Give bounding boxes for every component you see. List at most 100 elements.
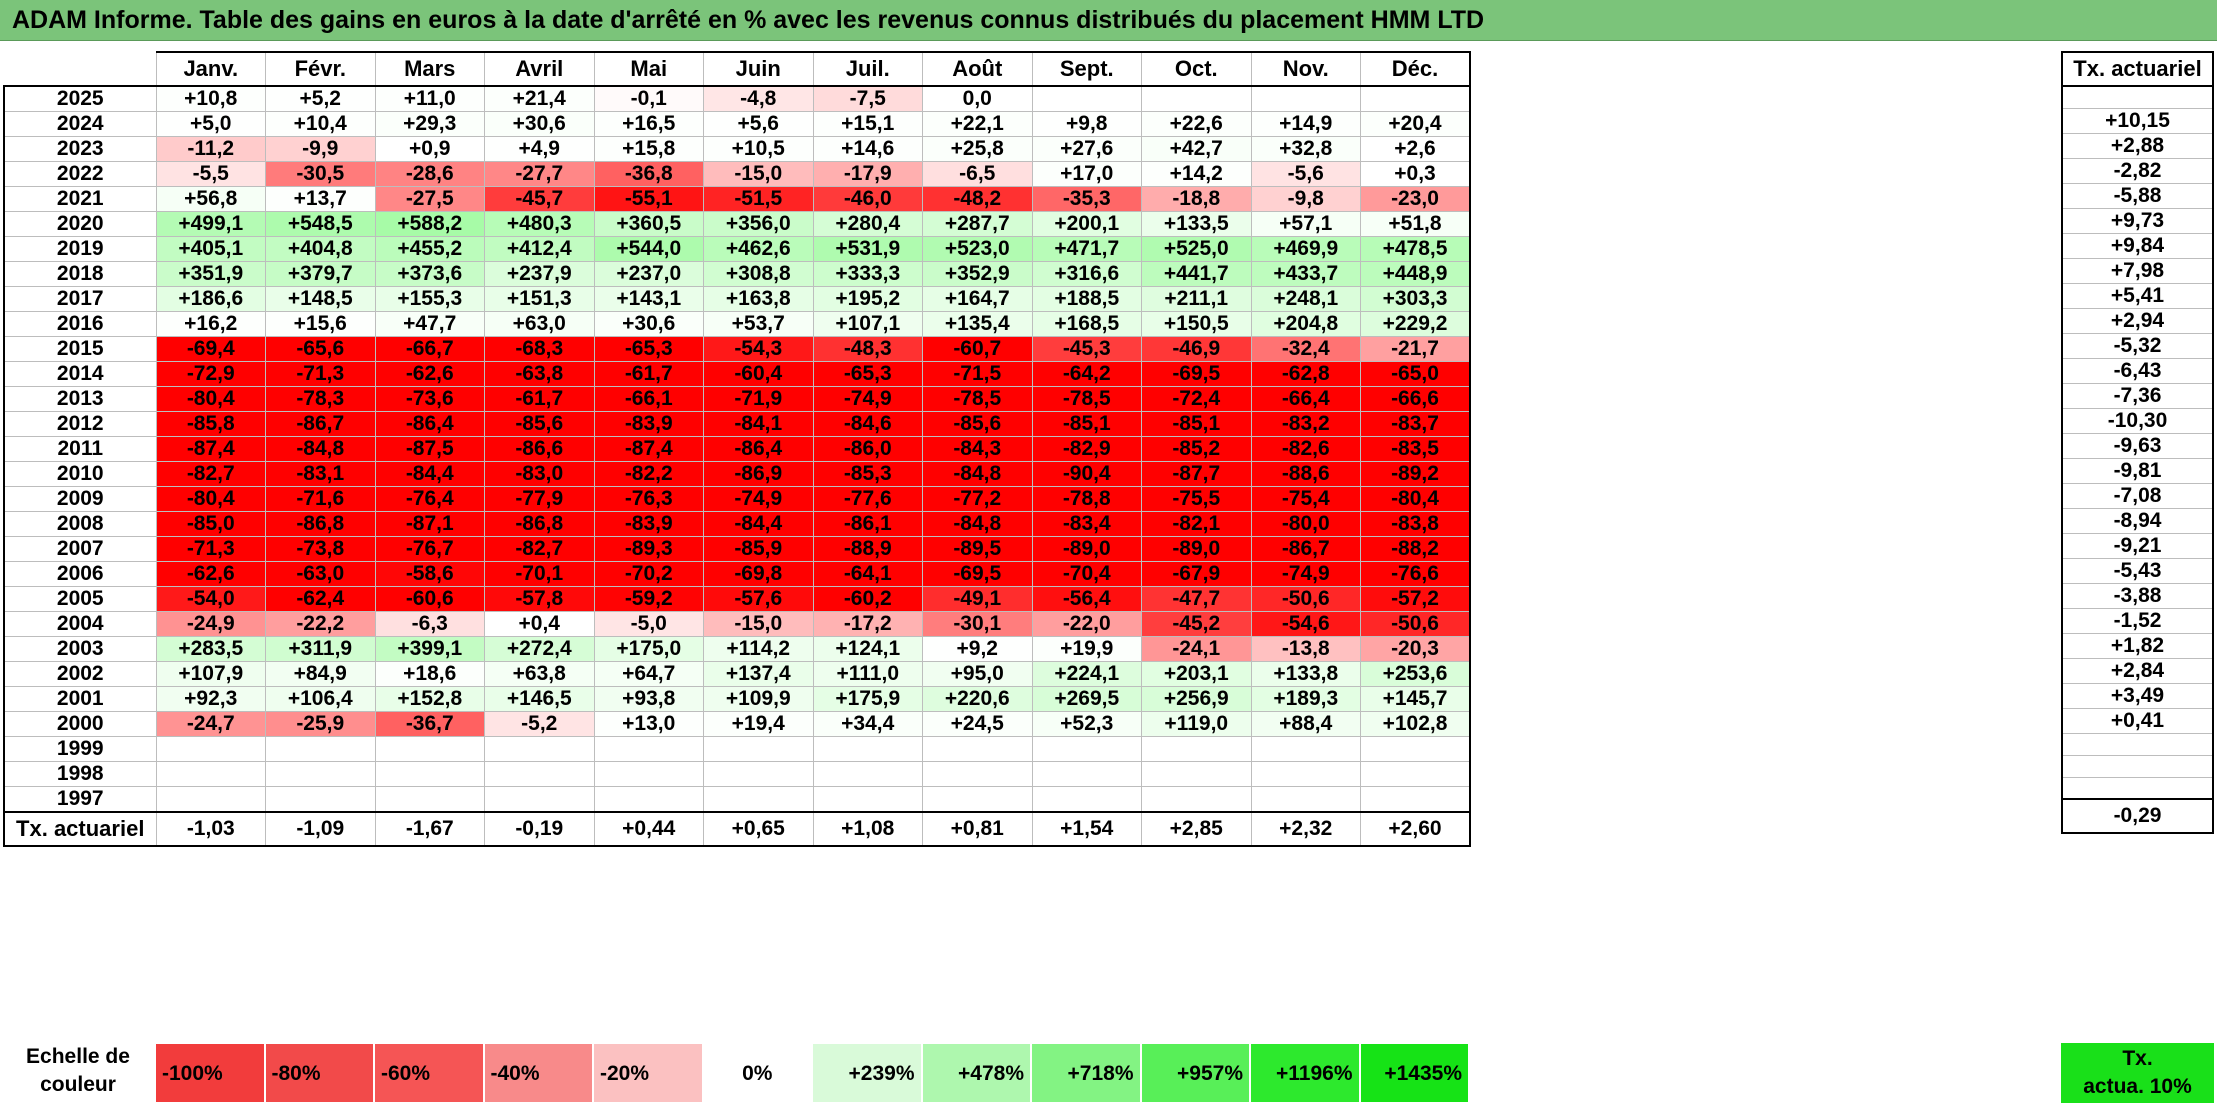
return-cell: -21,7	[1360, 336, 1471, 362]
return-cell: +64,7	[593, 661, 704, 687]
return-cell	[1250, 85, 1361, 112]
annual-rate-cell: -5,88	[2061, 182, 2214, 209]
return-cell: +455,2	[374, 236, 485, 262]
year-label: 2022	[3, 161, 157, 187]
return-cell: -82,7	[155, 461, 266, 487]
return-cell: -68,3	[484, 336, 595, 362]
monthly-rate-cell: -1,09	[265, 811, 376, 847]
return-cell: -65,3	[593, 336, 704, 362]
return-cell: -84,8	[922, 511, 1033, 537]
return-cell: -84,6	[812, 411, 923, 437]
color-scale-label-line2: couleur	[40, 1073, 116, 1096]
return-cell: -64,2	[1031, 361, 1142, 387]
return-cell: -66,6	[1360, 386, 1471, 412]
return-cell: +93,8	[593, 686, 704, 712]
return-cell	[593, 736, 704, 762]
year-label: 1998	[3, 761, 157, 787]
annual-rate-cell	[2061, 754, 2214, 778]
year-label: 2006	[3, 561, 157, 587]
rate-scale-line1: Tx.	[2122, 1047, 2153, 1070]
color-scale-swatch: +957%	[1140, 1043, 1250, 1103]
return-cell: -60,7	[922, 336, 1033, 362]
table-row: 2023 -11,2 -9,9 +0,9 +4,9 +15,8 +10,5 +14,6 +25,…	[3, 136, 1471, 162]
return-cell: +448,9	[1360, 261, 1471, 287]
table-row: 2017 +186,6 +148,5 +155,3 +151,3 +143,1 +163,8…	[3, 286, 1471, 312]
color-scale-swatch: 0%	[702, 1043, 812, 1103]
monthly-rate-cell: +2,32	[1250, 811, 1361, 847]
annual-rate-cell: +9,84	[2061, 232, 2214, 259]
return-cell: -61,7	[484, 386, 595, 412]
return-cell	[703, 736, 814, 762]
return-cell: +5,2	[265, 85, 376, 112]
return-cell: -84,1	[703, 411, 814, 437]
rate-row: +3,49	[2061, 682, 2214, 709]
return-cell: -83,5	[1360, 436, 1471, 462]
monthly-rate-cell: +1,08	[812, 811, 923, 847]
year-label: 2008	[3, 511, 157, 537]
return-cell: +51,8	[1360, 211, 1471, 237]
return-cell	[265, 736, 376, 762]
return-cell	[484, 736, 595, 762]
return-cell: +280,4	[812, 211, 923, 237]
return-cell: -71,6	[265, 486, 376, 512]
return-cell: -83,1	[265, 461, 376, 487]
annual-rate-cell: -5,43	[2061, 557, 2214, 584]
return-cell: +405,1	[155, 236, 266, 262]
return-cell	[1360, 85, 1471, 112]
return-cell: -84,8	[922, 461, 1033, 487]
return-cell: -74,9	[812, 386, 923, 412]
return-cell: -76,4	[374, 486, 485, 512]
return-cell: -84,4	[703, 511, 814, 537]
table-row: 2021 +56,8 +13,7 -27,5 -45,7 -55,1 -51,5 -46,0-…	[3, 186, 1471, 212]
return-cell: -85,2	[1141, 436, 1252, 462]
return-cell: +20,4	[1360, 111, 1471, 137]
return-cell	[1031, 761, 1142, 787]
return-cell: +109,9	[703, 686, 814, 712]
year-label: 2018	[3, 261, 157, 287]
return-cell	[1360, 736, 1471, 762]
table-row: 2020 +499,1 +548,5 +588,2 +480,3 +360,5 +356,0…	[3, 211, 1471, 237]
return-cell: -69,8	[703, 561, 814, 587]
table-row: 2009 -80,4 -71,6 -76,4 -77,9 -76,3 -74,9 -77,6-…	[3, 486, 1471, 512]
return-cell: -35,3	[1031, 186, 1142, 212]
return-cell	[155, 736, 266, 762]
year-label: 2024	[3, 111, 157, 137]
rate-total-row: -0,29	[2061, 798, 2214, 834]
return-cell: -15,0	[703, 161, 814, 187]
rate-row: +0,41	[2061, 707, 2214, 734]
table-row: 2016 +16,2 +15,6 +47,7 +63,0 +30,6 +53,7 +107,1…	[3, 311, 1471, 337]
return-cell: -22,2	[265, 611, 376, 637]
return-cell: +151,3	[484, 286, 595, 312]
return-cell: +272,4	[484, 636, 595, 662]
annual-rate-cell: +7,98	[2061, 257, 2214, 284]
annual-rate-cell: -7,08	[2061, 482, 2214, 509]
return-cell: -46,0	[812, 186, 923, 212]
return-cell: -85,1	[1031, 411, 1142, 437]
return-cell: -75,5	[1141, 486, 1252, 512]
table-row: 2011 -87,4 -84,8 -87,5 -86,6 -87,4 -86,4 -86,0-…	[3, 436, 1471, 462]
return-cell: -87,7	[1141, 461, 1252, 487]
return-cell: -73,8	[265, 536, 376, 562]
return-cell: +433,7	[1250, 261, 1361, 287]
return-cell: +203,1	[1141, 661, 1252, 687]
return-cell: -86,4	[374, 411, 485, 437]
return-cell: -71,5	[922, 361, 1033, 387]
return-cell: +53,7	[703, 311, 814, 337]
return-cell	[374, 736, 485, 762]
annual-rate-table: Tx. actuariel +10,15 +2,88 -2,82 -5,88 +9,73 +…	[2061, 51, 2214, 834]
monthly-rate-cell: +2,60	[1360, 811, 1471, 847]
rate-row: -9,21	[2061, 532, 2214, 559]
return-cell: +333,3	[812, 261, 923, 287]
return-cell: +56,8	[155, 186, 266, 212]
return-cell: +107,9	[155, 661, 266, 687]
return-cell: -13,8	[1250, 636, 1361, 662]
return-cell: +11,0	[374, 85, 485, 112]
color-scale-swatch: -40%	[483, 1043, 593, 1103]
year-label: 2014	[3, 361, 157, 387]
return-cell: +229,2	[1360, 311, 1471, 337]
return-cell: -7,5	[812, 85, 923, 112]
month-header: Févr.	[265, 51, 376, 87]
return-cell	[374, 761, 485, 787]
return-cell: +188,5	[1031, 286, 1142, 312]
return-cell: -50,6	[1360, 611, 1471, 637]
